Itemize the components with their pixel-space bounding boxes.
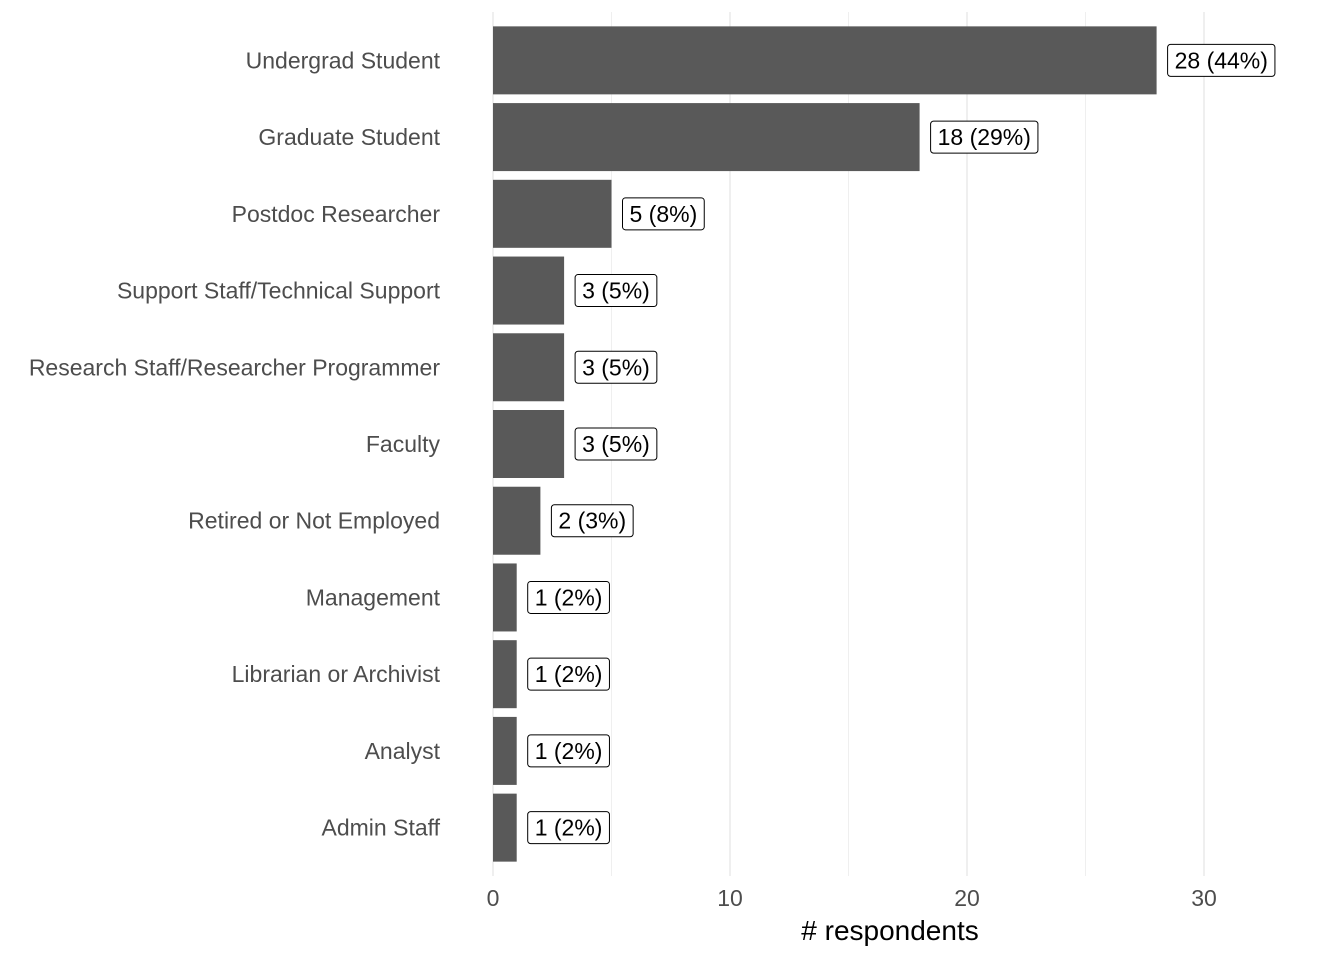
data-label: 28 (44%) — [1167, 43, 1276, 77]
data-label-box — [527, 580, 610, 614]
category-label: Admin Staff — [322, 815, 441, 841]
bar — [493, 26, 1157, 95]
category-label: Undergrad Student — [246, 47, 441, 73]
bar — [493, 486, 541, 555]
category-label-layer: Undergrad Student Graduate Student Postdoc… — [29, 47, 441, 840]
data-label: 1 (2%) — [527, 734, 610, 768]
category-label: Research Staff/Researcher Programmer — [29, 354, 441, 380]
data-label-text: 3 (5%) — [582, 278, 650, 304]
data-label: 1 (2%) — [527, 811, 610, 845]
data-label-text: 18 (29%) — [938, 124, 1031, 150]
data-label: 1 (2%) — [527, 580, 610, 614]
data-label-text: 1 (2%) — [535, 815, 603, 841]
bar — [493, 640, 517, 709]
data-label-text: 28 (44%) — [1175, 47, 1268, 73]
x-axis-title: # respondents — [801, 915, 978, 946]
x-tick-label: 10 — [717, 885, 743, 911]
data-label-box — [622, 197, 705, 231]
category-label: Analyst — [365, 738, 441, 764]
data-label-box — [527, 657, 610, 691]
category-label: Postdoc Researcher — [232, 201, 441, 227]
data-label: 5 (8%) — [622, 197, 705, 231]
bar — [493, 179, 612, 248]
data-label-box — [550, 504, 634, 538]
data-label: 18 (29%) — [930, 120, 1039, 154]
category-label: Faculty — [366, 431, 441, 457]
data-label: 3 (5%) — [574, 427, 658, 461]
data-label: 1 (2%) — [527, 657, 610, 691]
data-label: 2 (3%) — [550, 504, 634, 538]
data-label-box — [574, 274, 658, 308]
data-label-text: 5 (8%) — [630, 201, 698, 227]
data-label-text: 1 (2%) — [535, 584, 603, 610]
bar — [493, 256, 565, 325]
data-label-text: 1 (2%) — [535, 738, 603, 764]
data-label-text: 1 (2%) — [535, 661, 603, 687]
data-label: 3 (5%) — [574, 274, 658, 308]
bar — [493, 410, 565, 478]
bar — [493, 793, 517, 862]
bar — [493, 716, 517, 785]
category-label: Management — [306, 584, 441, 610]
data-label-box — [574, 350, 658, 384]
bar — [493, 103, 920, 172]
category-label: Support Staff/Technical Support — [117, 278, 441, 304]
data-label-box — [1167, 43, 1276, 77]
data-label-box — [930, 120, 1039, 154]
data-label: 3 (5%) — [574, 350, 658, 384]
category-label: Librarian or Archivist — [232, 661, 441, 687]
data-label-text: 2 (3%) — [558, 508, 626, 534]
data-label-layer: 28 (44%) 18 (29%) 5 (8%) 3 (5%) 3 (5%) 3 (5%)… — [527, 43, 1276, 845]
bar-layer — [493, 26, 1157, 862]
data-label-box — [527, 734, 610, 768]
x-tick-label: 0 — [487, 885, 500, 911]
data-label-text: 3 (5%) — [582, 354, 650, 380]
bar — [493, 333, 565, 402]
data-label-box — [527, 811, 610, 845]
category-label: Retired or Not Employed — [188, 508, 440, 534]
x-tick-label: 20 — [954, 885, 980, 911]
x-tick-label: 30 — [1191, 885, 1217, 911]
x-tick-layer: 0 10 20 30 — [487, 885, 1217, 911]
data-label-box — [574, 427, 658, 461]
category-label: Graduate Student — [258, 124, 440, 150]
bar — [493, 563, 517, 632]
data-label-text: 3 (5%) — [582, 431, 650, 457]
